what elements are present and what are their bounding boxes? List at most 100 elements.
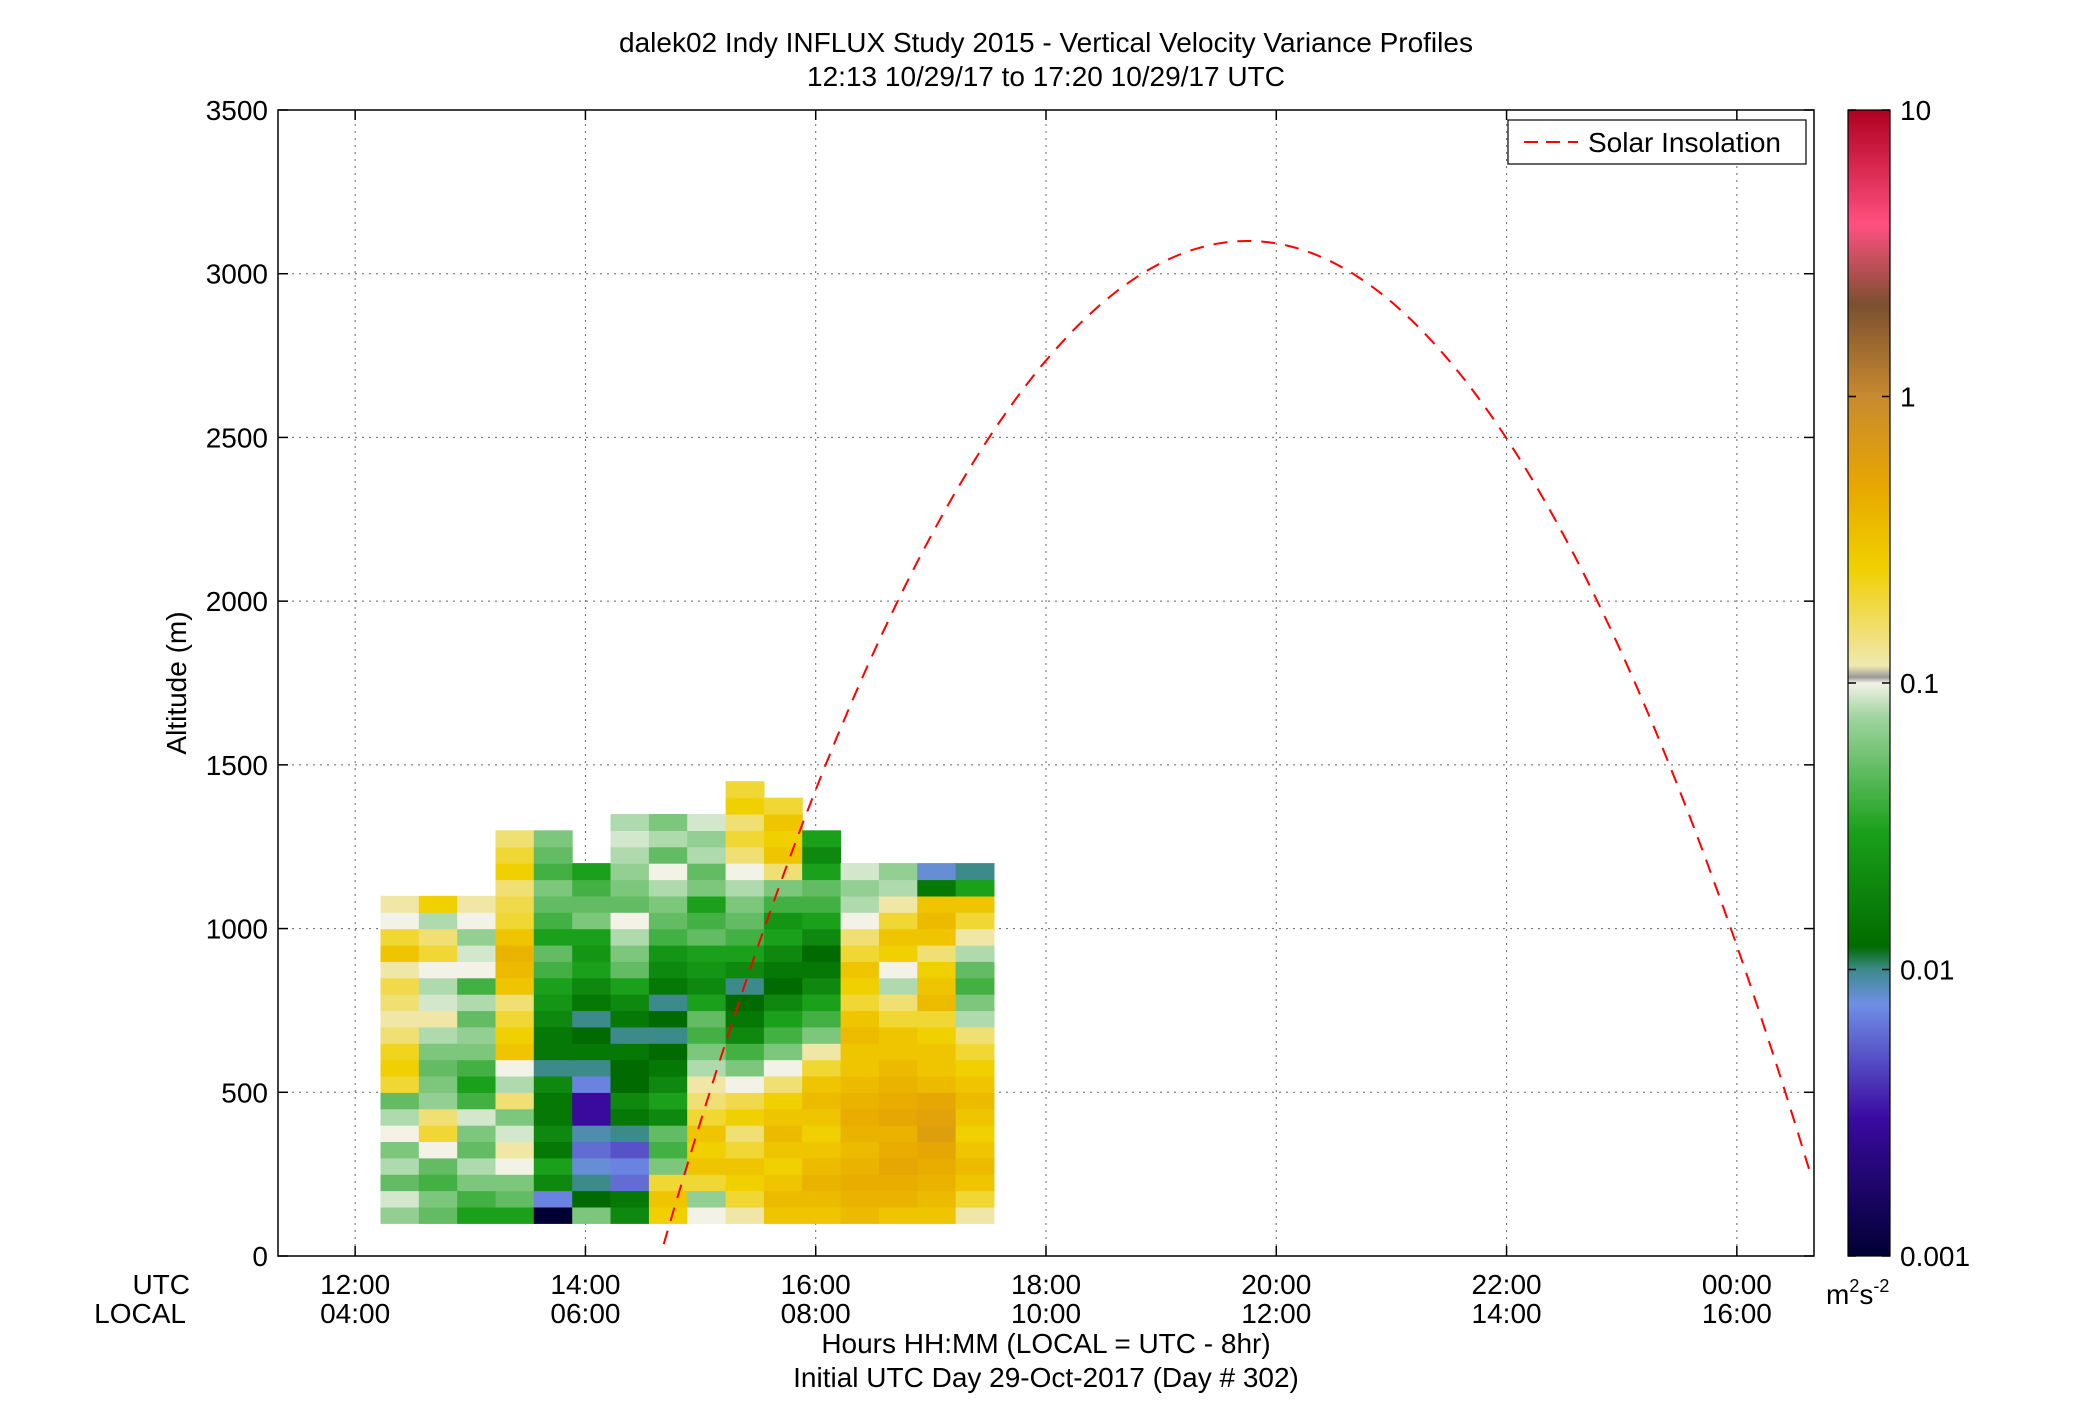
heatmap-cell-6-18	[610, 912, 650, 930]
colorbar-ticks: 10 1 0.1 0.01 0.001	[1848, 95, 1970, 1272]
heatmap-cell-14-3	[917, 1157, 957, 1175]
heatmap-cell-3-13	[495, 994, 535, 1012]
heatmap-cell-14-7	[917, 1092, 957, 1110]
heatmap-cell-8-16	[687, 944, 727, 962]
heatmap-cell-8-15	[687, 961, 727, 979]
heatmap-cell-15-3	[955, 1157, 995, 1175]
heatmap-cell-9-24	[725, 814, 765, 831]
heatmap-cell-8-11	[687, 1026, 727, 1044]
heatmap-cell-5-5	[572, 1125, 612, 1142]
heatmap-cell-4-15	[533, 961, 573, 979]
heatmap-cell-6-21	[610, 863, 650, 881]
heatmap-cell-15-15	[955, 961, 995, 979]
heatmap-cell-6-10	[610, 1043, 650, 1061]
heatmap-cell-14-8	[917, 1075, 957, 1093]
heatmap-cell-3-3	[495, 1157, 535, 1175]
x-tick-utc-label-1: 14:00	[550, 1269, 620, 1300]
heatmap-cell-6-17	[610, 928, 650, 946]
heatmap-cell-15-2	[955, 1174, 995, 1192]
heatmap-cell-1-10	[418, 1043, 458, 1061]
heatmap-cell-7-22	[648, 846, 688, 864]
heatmap-cell-4-2	[533, 1174, 573, 1192]
heatmap-cell-9-16	[725, 944, 765, 962]
heatmap-cell-4-12	[533, 1010, 573, 1028]
heatmap-cell-2-18	[457, 912, 497, 930]
heatmap-cell-2-14	[457, 977, 497, 995]
heatmap-cell-8-9	[687, 1059, 727, 1077]
heatmap-cell-14-15	[917, 961, 957, 979]
heatmap-cell-7-17	[648, 928, 688, 946]
heatmap-cell-10-16	[763, 944, 803, 962]
heatmap-cell-15-16	[955, 944, 995, 962]
heatmap-cell-11-21	[802, 863, 842, 881]
heatmap-cell-13-21	[878, 863, 918, 881]
heatmap-cell-15-14	[955, 977, 995, 995]
heatmap-cell-3-8	[495, 1075, 535, 1093]
heatmap-cell-15-1	[955, 1190, 995, 1208]
heatmap-cell-14-10	[917, 1043, 957, 1061]
heatmap-cell-12-10	[840, 1043, 880, 1061]
heatmap-cell-9-6	[725, 1108, 765, 1126]
heatmap-cell-5-21	[572, 863, 612, 881]
heatmap-cell-14-19	[917, 895, 957, 913]
heatmap-cell-5-1	[572, 1190, 612, 1208]
chart-title-line2: 12:13 10/29/17 to 17:20 10/29/17 UTC	[807, 61, 1285, 92]
heatmap-cell-5-3	[572, 1157, 612, 1175]
heatmap-cell-6-11	[610, 1026, 650, 1044]
heatmap-cell-2-12	[457, 1010, 497, 1028]
grid-lines	[278, 110, 1814, 1256]
heatmap-cell-14-21	[917, 863, 957, 881]
heatmap-cell-13-15	[878, 961, 918, 979]
heatmap-cell-2-10	[457, 1043, 497, 1061]
heatmap-cell-9-1	[725, 1190, 765, 1208]
heatmap-cell-11-2	[802, 1174, 842, 1192]
heatmap-cell-4-21	[533, 863, 573, 881]
heatmap-cell-5-18	[572, 912, 612, 930]
heatmap-cell-8-22	[687, 846, 727, 864]
heatmap-cell-6-23	[610, 830, 650, 848]
heatmap-cell-3-21	[495, 863, 535, 881]
heatmap-cell-12-8	[840, 1075, 880, 1093]
heatmap-cell-13-6	[878, 1108, 918, 1126]
heatmap-cell-9-13	[725, 994, 765, 1012]
heatmap-cell-6-0	[610, 1206, 650, 1224]
heatmap-cell-12-15	[840, 961, 880, 979]
colorbar-tick-label-3: 0.01	[1900, 955, 1955, 986]
heatmap-cell-10-11	[763, 1026, 803, 1044]
heatmap-cell-2-1	[457, 1190, 497, 1208]
heatmap-cell-6-8	[610, 1075, 650, 1093]
heatmap-cell-13-5	[878, 1125, 918, 1142]
heatmap-cell-10-19	[763, 895, 803, 913]
y-tick-label-7: 3500	[206, 95, 268, 126]
heatmap-cell-3-7	[495, 1092, 535, 1110]
heatmap-cell-5-7	[572, 1092, 612, 1110]
heatmap-cell-11-13	[802, 994, 842, 1012]
heatmap-cell-9-10	[725, 1043, 765, 1061]
local-row-label: LOCAL	[94, 1298, 186, 1329]
heatmap-cell-13-13	[878, 994, 918, 1012]
heatmap-cell-9-17	[725, 928, 765, 946]
heatmap-cell-12-20	[840, 879, 880, 897]
heatmap-cell-1-8	[418, 1075, 458, 1093]
heatmap-cell-0-16	[380, 944, 420, 962]
heatmap-cell-14-4	[917, 1141, 957, 1159]
heatmap-cell-9-23	[725, 830, 765, 848]
heatmap-cell-2-17	[457, 928, 497, 946]
y-axis: 0 500 1000 1500 2000 2500 3000 3500	[206, 95, 1814, 1272]
heatmap-cell-1-7	[418, 1092, 458, 1110]
heatmap-cell-9-8	[725, 1075, 765, 1093]
heatmap-cell-11-0	[802, 1206, 842, 1224]
heatmap-cell-2-5	[457, 1125, 497, 1142]
heatmap-cell-12-4	[840, 1141, 880, 1159]
solar-insolation-curve	[662, 240, 1811, 1245]
heatmap-cell-15-20	[955, 879, 995, 897]
heatmap-cell-8-8	[687, 1075, 727, 1093]
heatmap-cell-0-5	[380, 1125, 420, 1142]
heatmap-cell-8-23	[687, 830, 727, 848]
heatmap-cell-6-1	[610, 1190, 650, 1208]
heatmap-cell-5-8	[572, 1075, 612, 1093]
heatmap-cell-6-6	[610, 1108, 650, 1126]
heatmap-cell-5-20	[572, 879, 612, 897]
x-tick-utc-label-5: 22:00	[1472, 1269, 1542, 1300]
heatmap-cell-10-10	[763, 1043, 803, 1061]
